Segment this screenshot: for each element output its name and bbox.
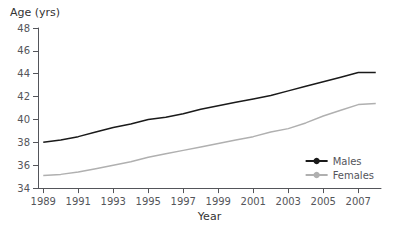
svg-text:40: 40 — [17, 114, 30, 125]
svg-text:38: 38 — [17, 137, 30, 148]
svg-text:Males: Males — [333, 156, 362, 167]
svg-text:2001: 2001 — [241, 196, 266, 207]
svg-text:Age (yrs): Age (yrs) — [10, 6, 60, 19]
svg-text:1993: 1993 — [101, 196, 126, 207]
svg-text:Year: Year — [197, 210, 222, 223]
svg-text:2003: 2003 — [276, 196, 301, 207]
svg-text:2005: 2005 — [311, 196, 336, 207]
svg-text:1991: 1991 — [66, 196, 91, 207]
svg-text:44: 44 — [17, 68, 30, 79]
svg-text:34: 34 — [17, 183, 30, 194]
svg-text:1999: 1999 — [206, 196, 231, 207]
svg-text:36: 36 — [17, 160, 30, 171]
svg-text:42: 42 — [17, 91, 30, 102]
svg-text:1997: 1997 — [171, 196, 196, 207]
svg-text:Females: Females — [333, 170, 374, 181]
svg-text:48: 48 — [17, 23, 30, 34]
svg-text:2007: 2007 — [346, 196, 371, 207]
svg-text:1989: 1989 — [31, 196, 56, 207]
svg-text:1995: 1995 — [136, 196, 161, 207]
svg-text:46: 46 — [17, 45, 30, 56]
